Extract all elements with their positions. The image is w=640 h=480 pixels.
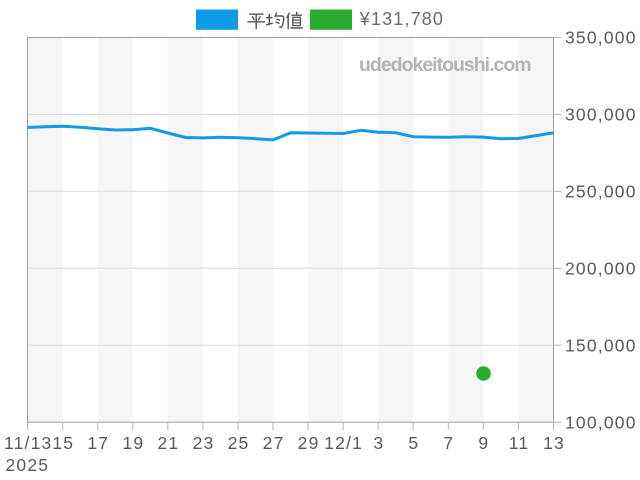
svg-text:2025: 2025 — [6, 455, 50, 475]
svg-text:100,000: 100,000 — [565, 412, 637, 432]
svg-text:300,000: 300,000 — [565, 105, 637, 125]
svg-text:11: 11 — [509, 433, 530, 453]
svg-text:5: 5 — [408, 433, 419, 453]
svg-text:12/1: 12/1 — [324, 433, 363, 453]
svg-text:udedokeitoushi.com: udedokeitoushi.com — [359, 54, 531, 76]
svg-text:9: 9 — [478, 433, 489, 453]
svg-text:250,000: 250,000 — [565, 182, 637, 202]
svg-text:¥131,780: ¥131,780 — [359, 9, 444, 29]
svg-text:11/13: 11/13 — [4, 433, 53, 453]
svg-text:13: 13 — [543, 433, 565, 453]
svg-text:200,000: 200,000 — [565, 259, 637, 279]
svg-text:3: 3 — [373, 433, 384, 453]
svg-text:29: 29 — [298, 433, 320, 453]
svg-text:350,000: 350,000 — [565, 28, 637, 48]
svg-text:23: 23 — [193, 433, 215, 453]
svg-text:15: 15 — [52, 433, 74, 453]
svg-text:19: 19 — [122, 433, 144, 453]
svg-text:27: 27 — [263, 433, 285, 453]
svg-text:21: 21 — [157, 433, 179, 453]
svg-text:7: 7 — [443, 433, 454, 453]
svg-text:150,000: 150,000 — [565, 336, 637, 356]
svg-text:17: 17 — [87, 433, 109, 453]
svg-text:25: 25 — [228, 433, 250, 453]
